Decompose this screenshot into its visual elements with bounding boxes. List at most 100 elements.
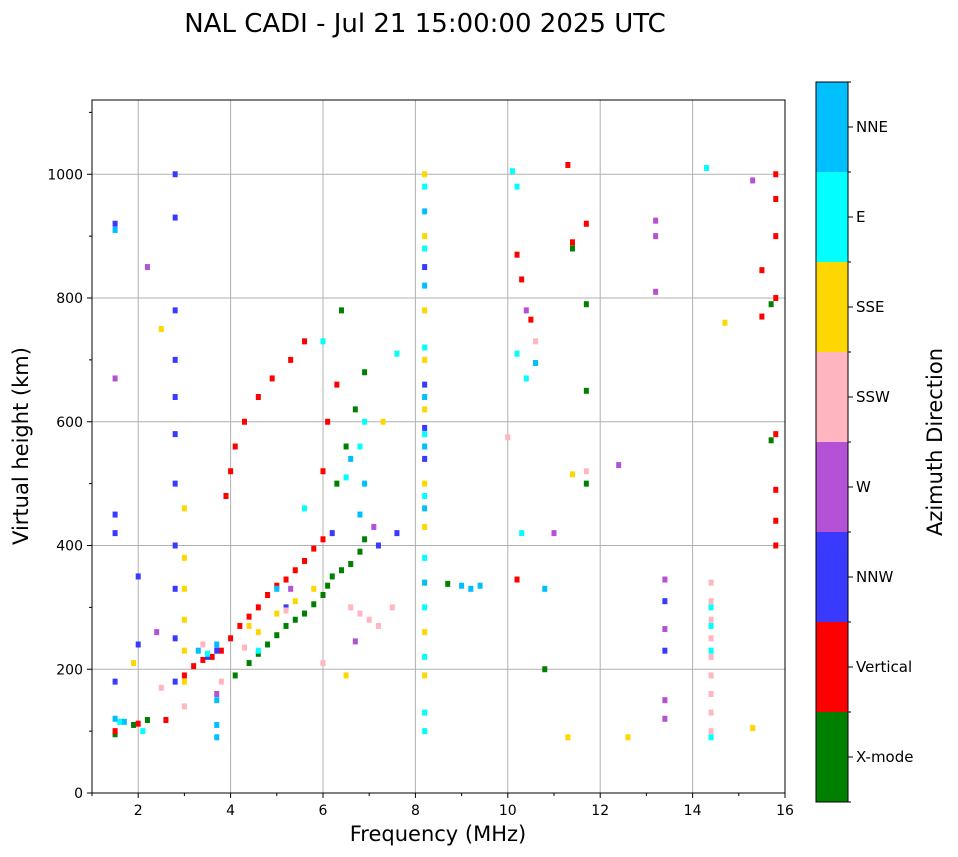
data-point: [274, 610, 280, 617]
data-point: [241, 418, 247, 425]
data-point: [288, 585, 294, 592]
data-point: [181, 678, 187, 685]
data-point: [569, 471, 575, 478]
data-point: [759, 267, 765, 274]
data-point: [292, 616, 298, 623]
data-point: [191, 663, 197, 670]
data-point: [468, 585, 474, 592]
data-point: [292, 567, 298, 574]
data-point: [200, 656, 206, 663]
data-point: [375, 622, 381, 629]
data-point: [583, 468, 589, 475]
data-point: [246, 660, 252, 667]
data-point: [209, 653, 215, 660]
data-point: [214, 734, 220, 741]
data-point: [722, 319, 728, 326]
colorbar-label: W: [856, 478, 871, 496]
data-point: [422, 431, 428, 438]
data-point: [325, 582, 331, 589]
data-point: [172, 307, 178, 314]
data-point: [422, 455, 428, 462]
data-point: [422, 233, 428, 240]
data-point: [237, 622, 243, 629]
data-point: [616, 462, 622, 469]
colorbar-segment: [816, 262, 848, 352]
data-point: [708, 622, 714, 629]
data-point: [283, 607, 289, 614]
data-point: [653, 217, 659, 224]
data-point: [422, 282, 428, 289]
axis-ticks: 2 4 6 8 10 12 14 16 0 200 400 600 800 1000: [47, 111, 794, 819]
data-point: [708, 653, 714, 660]
data-point: [662, 598, 668, 605]
data-point: [708, 616, 714, 623]
data-point: [343, 443, 349, 450]
data-point: [302, 610, 308, 617]
data-point: [181, 505, 187, 512]
data-point: [131, 660, 137, 667]
data-point: [172, 480, 178, 487]
data-point: [662, 576, 668, 583]
data-point: [653, 233, 659, 240]
data-point: [158, 325, 164, 332]
data-point: [200, 641, 206, 648]
data-point: [583, 220, 589, 227]
colorbar-segment: [816, 352, 848, 442]
data-point: [232, 672, 238, 679]
data-point: [255, 394, 261, 400]
data-point: [505, 434, 511, 441]
data-point: [773, 542, 779, 549]
data-point: [320, 338, 326, 345]
colorbar-label: NNW: [856, 568, 893, 586]
data-point: [283, 604, 289, 611]
data-point: [172, 585, 178, 592]
data-point: [144, 264, 150, 271]
data-point: [357, 548, 363, 555]
data-point: [320, 536, 326, 543]
data-point: [708, 635, 714, 642]
data-point: [509, 168, 515, 175]
data-point: [708, 728, 714, 735]
colorbar-label: X-mode: [856, 748, 913, 766]
data-point: [523, 375, 529, 382]
data-point: [773, 486, 779, 493]
data-point: [135, 573, 141, 580]
data-point: [708, 709, 714, 716]
data-point: [662, 647, 668, 654]
data-point: [422, 344, 428, 351]
data-point: [181, 616, 187, 623]
data-point: [163, 716, 169, 723]
data-point: [366, 616, 372, 623]
data-point: [334, 480, 340, 487]
data-point: [477, 582, 483, 589]
data-points: [112, 161, 779, 741]
colorbar-label: SSE: [856, 298, 885, 316]
data-point: [246, 613, 252, 620]
data-point: [288, 356, 294, 363]
data-point: [773, 233, 779, 240]
colorbar-segment: [816, 82, 848, 172]
data-point: [311, 545, 317, 552]
data-point: [422, 406, 428, 413]
x-tick-label: 8: [411, 803, 420, 819]
x-tick-label: 10: [499, 803, 517, 819]
data-point: [362, 418, 368, 425]
data-point: [422, 629, 428, 636]
data-point: [380, 418, 386, 425]
data-point: [662, 697, 668, 704]
data-point: [195, 647, 201, 654]
data-point: [311, 585, 317, 592]
data-point: [422, 579, 428, 586]
data-point: [708, 691, 714, 697]
data-point: [422, 171, 428, 178]
data-point: [703, 165, 709, 172]
data-point: [158, 684, 164, 691]
data-point: [708, 598, 714, 605]
data-point: [422, 523, 428, 530]
data-point: [274, 585, 280, 592]
data-point: [214, 721, 220, 728]
data-point: [181, 672, 187, 679]
data-point: [519, 530, 525, 537]
data-point: [565, 161, 571, 168]
data-point: [625, 734, 631, 741]
